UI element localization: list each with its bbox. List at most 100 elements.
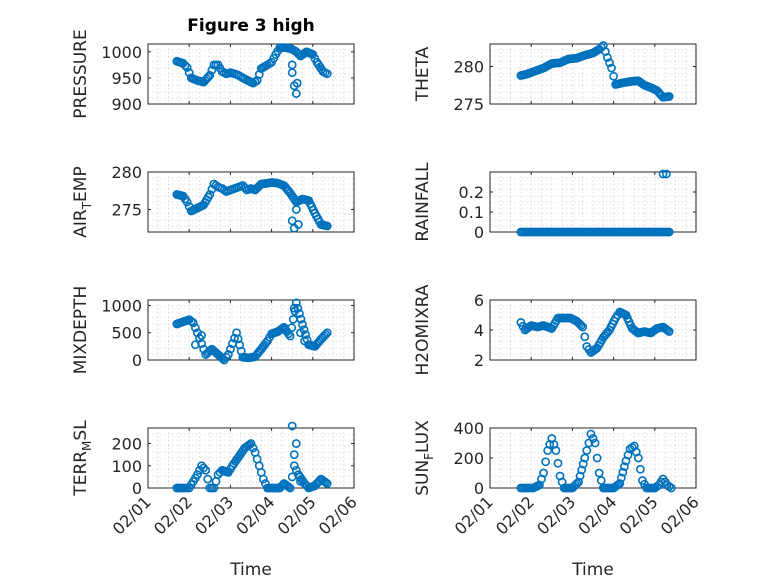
- data-point: [246, 439, 256, 448]
- data-point: [287, 421, 297, 431]
- y-tick-label: 0.1: [459, 203, 484, 222]
- data-point: [197, 331, 206, 340]
- data-series: [172, 421, 332, 493]
- y-tick-label: 0: [474, 223, 484, 242]
- data-point: [225, 344, 235, 354]
- y-tick-label: 0.2: [459, 183, 484, 202]
- y-axis-label-rest: EMP: [71, 166, 91, 202]
- data-point: [301, 330, 310, 340]
- data-point: [289, 303, 299, 313]
- data-point: [201, 465, 211, 475]
- data-point: [603, 53, 612, 62]
- data-point: [190, 323, 200, 333]
- y-tick-label: 200: [453, 449, 484, 468]
- data-point: [666, 483, 676, 493]
- chart-panel-3: 275 280 AIRTEMP: [71, 163, 355, 238]
- data-point: [572, 479, 582, 488]
- data-point: [322, 328, 332, 338]
- data-point: [296, 328, 305, 338]
- x-tick-label: 02/05: [274, 492, 320, 538]
- data-point: [296, 314, 306, 324]
- data-point: [289, 461, 299, 471]
- data-point: [207, 65, 217, 75]
- y-tick-label: 0: [474, 479, 484, 498]
- data-point: [287, 216, 297, 226]
- y-axis-label-main: H2OMIXRA: [413, 284, 433, 375]
- data-point: [580, 332, 590, 342]
- data-point: [190, 340, 200, 350]
- data-point: [578, 459, 588, 469]
- y-tick-label: 0: [132, 351, 142, 370]
- y-tick-label: 1000: [101, 296, 142, 315]
- y-tick-label: 280: [111, 163, 142, 182]
- data-point: [596, 476, 606, 485]
- data-point: [292, 78, 302, 88]
- data-point: [635, 464, 645, 474]
- chart-panel-5: 0 500 1000 MIXDEPTH: [71, 286, 355, 375]
- data-point: [197, 339, 206, 349]
- data-point: [193, 470, 202, 480]
- y-axis-label-main: THETA: [413, 46, 433, 102]
- data-point: [199, 463, 209, 473]
- data-point: [664, 327, 674, 336]
- y-tick-label: 0: [132, 479, 142, 498]
- y-axis-label-main: AIR: [71, 209, 91, 238]
- data-point: [248, 443, 258, 453]
- data-point: [293, 220, 303, 229]
- y-axis-label: MIXDEPTH: [71, 286, 91, 375]
- y-axis-label: AIRTEMP: [71, 166, 94, 237]
- y-tick-label: 500: [111, 324, 142, 343]
- data-point: [287, 60, 297, 70]
- data-point: [539, 468, 548, 478]
- data-point: [205, 70, 215, 80]
- data-point: [633, 453, 643, 463]
- data-point: [291, 439, 301, 448]
- data-point: [289, 450, 299, 460]
- data-point: [219, 185, 229, 195]
- data-point: [298, 320, 307, 329]
- figure-title: Figure 3 high: [187, 16, 315, 36]
- data-series: [516, 307, 674, 357]
- y-axis-label: SUNFLUX: [413, 420, 436, 496]
- data-point: [620, 462, 629, 472]
- x-axis-label: Time: [229, 560, 272, 580]
- y-tick-label: 400: [453, 419, 484, 438]
- x-tick-label: 02/02: [492, 492, 538, 538]
- y-axis-label-main: RAINFALL: [413, 162, 433, 242]
- x-tick-label: 02/02: [150, 492, 196, 538]
- y-tick-label: 200: [111, 435, 142, 454]
- data-point: [300, 336, 309, 346]
- data-point: [321, 478, 331, 487]
- y-axis-label-subscript: M: [80, 441, 94, 451]
- data-point: [586, 429, 596, 439]
- y-axis-label: PRESSURE: [71, 29, 91, 118]
- y-axis-label-main: SUN: [413, 460, 433, 496]
- y-axis-label-main: PRESSURE: [71, 29, 91, 118]
- data-point: [186, 316, 196, 326]
- data-point: [291, 298, 301, 308]
- data-series: [172, 178, 332, 233]
- data-point: [322, 69, 332, 79]
- y-axis-label-rest: LUX: [413, 420, 433, 453]
- data-point: [180, 60, 190, 70]
- x-tick-label: 02/05: [616, 492, 662, 538]
- data-point: [240, 183, 250, 193]
- y-tick-label: 275: [111, 201, 142, 220]
- chart-panel-4: 00.10.2 RAINFALL: [413, 162, 697, 242]
- data-point: [588, 434, 598, 443]
- data-point: [658, 169, 668, 179]
- data-point: [322, 479, 332, 488]
- data-series: [172, 298, 332, 365]
- data-point: [664, 482, 674, 491]
- data-series: [516, 429, 676, 493]
- data-point: [607, 63, 616, 73]
- data-point: [258, 474, 268, 484]
- y-axis-label-main: TERR: [71, 451, 91, 497]
- data-point: [580, 453, 590, 463]
- data-point: [321, 329, 331, 339]
- y-axis-label: THETA: [413, 46, 433, 102]
- data-point: [287, 323, 297, 333]
- data-point: [553, 458, 563, 468]
